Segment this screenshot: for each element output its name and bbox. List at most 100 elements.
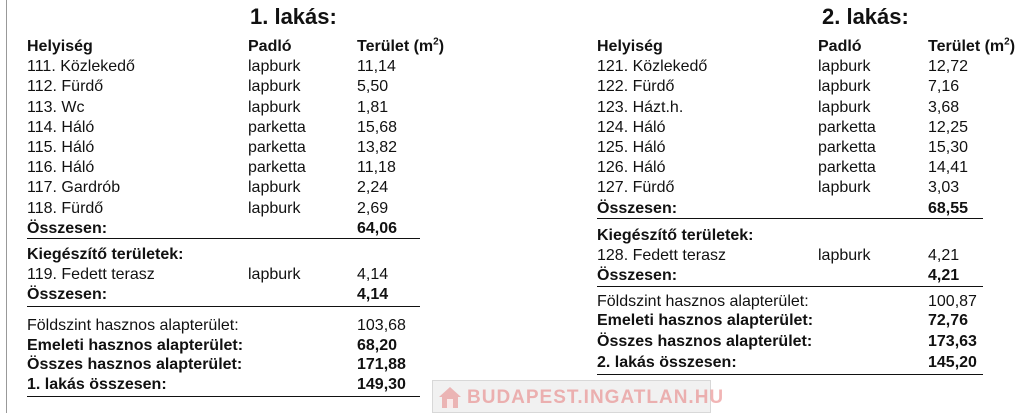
rooms-total-value: 64,06 — [357, 219, 398, 237]
summary-label: Emeleti hasznos alapterület: — [27, 337, 244, 354]
summary-value: 72,76 — [928, 312, 969, 329]
summary-label: Összes hasznos alapterület: — [27, 356, 243, 373]
room-name: 111. Közlekedő — [27, 58, 135, 76]
room-floor: lapburk — [818, 179, 871, 197]
divider — [27, 306, 420, 307]
room-name: 113. Wc — [27, 98, 85, 116]
extra-name: 128. Fedett terasz — [597, 247, 726, 264]
header-area: Terület (m2) — [928, 36, 1016, 56]
extra-floor: lapburk — [818, 247, 871, 264]
header-area-sup: 2 — [1004, 36, 1010, 48]
summary-value: 100,87 — [928, 293, 977, 310]
watermark: BUDAPEST.INGATLAN.HU — [432, 380, 723, 413]
room-area: 1,81 — [357, 98, 389, 116]
extra-area: 4,21 — [928, 247, 960, 264]
extra-title: Kiegészítő területek: — [27, 246, 184, 263]
room-floor: parketta — [248, 139, 306, 156]
divider — [597, 374, 983, 375]
room-name: 125. Háló — [597, 139, 666, 156]
summary-value: 145,20 — [928, 354, 977, 371]
room-floor: lapburk — [248, 78, 301, 96]
room-area: 12,25 — [928, 118, 969, 136]
room-area: 15,30 — [928, 139, 969, 156]
room-name: 127. Fürdő — [597, 179, 675, 197]
room-floor: parketta — [818, 159, 876, 177]
room-name: 112. Fürdő — [27, 78, 104, 96]
house-icon — [439, 387, 461, 408]
summary-value: 103,68 — [357, 317, 406, 334]
room-area: 15,68 — [357, 118, 398, 136]
room-floor: lapburk — [818, 98, 871, 116]
extra-name: 119. Fedett terasz — [27, 266, 155, 283]
header-area-text: Terület (m — [357, 38, 434, 55]
apartment-title: 2. lakás: — [822, 4, 909, 29]
extra-total-value: 4,14 — [357, 286, 389, 303]
extra-total-label: Összesen: — [597, 267, 678, 284]
header-floor: Padló — [818, 38, 862, 55]
room-floor: lapburk — [818, 78, 871, 96]
header-area-close: ) — [438, 38, 445, 55]
room-floor: parketta — [818, 118, 876, 136]
room-area: 12,72 — [928, 58, 969, 76]
room-area: 14,41 — [928, 159, 969, 177]
divider — [27, 238, 420, 239]
extra-total-label: Összesen: — [27, 286, 108, 303]
summary-value: 173,63 — [928, 333, 977, 350]
room-name: 122. Fürdő — [597, 78, 675, 96]
room-name: 123. Házt.h. — [597, 98, 684, 116]
room-name: 115. Háló — [27, 139, 95, 156]
room-floor: parketta — [248, 159, 306, 177]
room-name: 124. Háló — [597, 118, 666, 136]
divider — [597, 286, 983, 287]
extra-title: Kiegészítő területek: — [597, 227, 754, 244]
summary-value: 68,20 — [357, 337, 398, 354]
rooms-total-value: 68,55 — [928, 199, 969, 217]
room-area: 5,50 — [357, 78, 389, 96]
room-area: 3,68 — [928, 98, 960, 116]
summary-value: 149,30 — [357, 376, 406, 393]
room-area: 13,82 — [357, 139, 398, 156]
extra-area: 4,14 — [357, 266, 389, 283]
summary-label: 1. lakás összesen: — [27, 376, 167, 393]
header-room: Helyiség — [597, 38, 663, 55]
summary-label: Földszint hasznos alapterület: — [597, 293, 809, 310]
room-area: 2,24 — [357, 179, 389, 197]
room-name: 114. Háló — [27, 118, 95, 136]
room-floor: lapburk — [818, 58, 871, 76]
room-area: 3,03 — [928, 179, 960, 197]
room-name: 118. Fürdő — [27, 199, 104, 217]
divider — [597, 218, 983, 219]
header-room: Helyiség — [27, 38, 93, 55]
room-name: 121. Közlekedő — [597, 58, 708, 76]
rooms-total-label: Összesen: — [27, 219, 108, 237]
rooms-total-label: Összesen: — [597, 199, 678, 217]
room-floor: parketta — [818, 139, 876, 156]
page-border — [6, 0, 7, 413]
header-area-sup: 2 — [433, 36, 439, 48]
room-name: 117. Gardrób — [27, 179, 121, 197]
extra-total-value: 4,21 — [928, 267, 960, 284]
room-area: 7,16 — [928, 78, 960, 96]
header-area-close: ) — [1009, 38, 1016, 55]
divider — [27, 396, 420, 397]
summary-label: Emeleti hasznos alapterület: — [597, 312, 814, 329]
header-area-text: Terület (m — [928, 38, 1005, 55]
room-floor: lapburk — [248, 179, 301, 197]
header-floor: Padló — [248, 38, 292, 55]
summary-value: 171,88 — [357, 356, 406, 373]
room-area: 2,69 — [357, 199, 389, 217]
room-floor: lapburk — [248, 199, 301, 217]
header-area: Terület (m2) — [357, 36, 445, 56]
room-name: 126. Háló — [597, 159, 666, 177]
room-floor: lapburk — [248, 98, 301, 116]
summary-label: Földszint hasznos alapterület: — [27, 317, 239, 334]
room-area: 11,18 — [357, 159, 396, 177]
summary-label: 2. lakás összesen: — [597, 354, 737, 371]
room-name: 116. Háló — [27, 159, 95, 177]
apartment-title: 1. lakás: — [250, 4, 337, 29]
room-area: 11,14 — [357, 58, 396, 76]
summary-label: Összes hasznos alapterület: — [597, 333, 813, 350]
room-floor: lapburk — [248, 58, 301, 76]
extra-floor: lapburk — [248, 266, 301, 283]
